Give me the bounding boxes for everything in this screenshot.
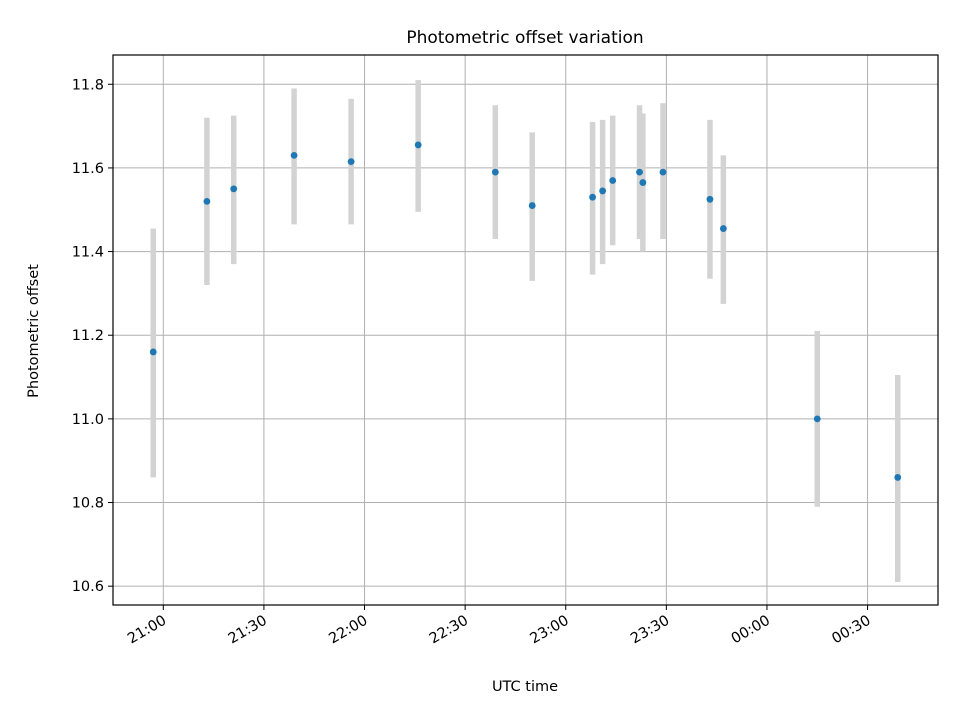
y-tick-label: 10.8 — [72, 496, 104, 512]
y-tick-label: 11.0 — [72, 412, 104, 428]
y-tick-label: 11.6 — [72, 161, 104, 177]
y-tick-label: 11.8 — [72, 77, 104, 93]
grid-lines — [113, 55, 938, 605]
data-point — [719, 225, 727, 232]
data-point — [203, 197, 211, 205]
data-point — [491, 168, 499, 176]
data-point — [347, 158, 355, 166]
y-axis-label: Photometric offset — [26, 264, 42, 398]
data-point — [230, 185, 238, 193]
data-point — [290, 151, 298, 159]
data-point — [149, 348, 157, 356]
data-point — [609, 177, 617, 184]
data-point — [636, 168, 643, 176]
data-point — [639, 179, 647, 186]
data-point — [813, 415, 821, 423]
data-point — [528, 202, 536, 209]
x-axis-label: UTC time — [492, 679, 558, 695]
data-point — [599, 187, 607, 195]
chart-title: Photometric offset variation — [406, 28, 643, 48]
plot-area-frame — [112, 54, 939, 606]
y-tick-label: 10.6 — [72, 579, 104, 595]
y-tick-label: 11.4 — [72, 245, 104, 261]
data-point — [706, 195, 714, 203]
y-tick-label: 11.2 — [72, 328, 104, 344]
data-points — [149, 141, 902, 481]
data-point — [659, 168, 667, 176]
y-axis-ticks: 10.6 10.8 11.0 11.2 11.4 11.6 11.8 — [72, 77, 113, 595]
data-point — [414, 141, 422, 149]
data-point — [589, 193, 596, 201]
data-point — [894, 474, 902, 481]
